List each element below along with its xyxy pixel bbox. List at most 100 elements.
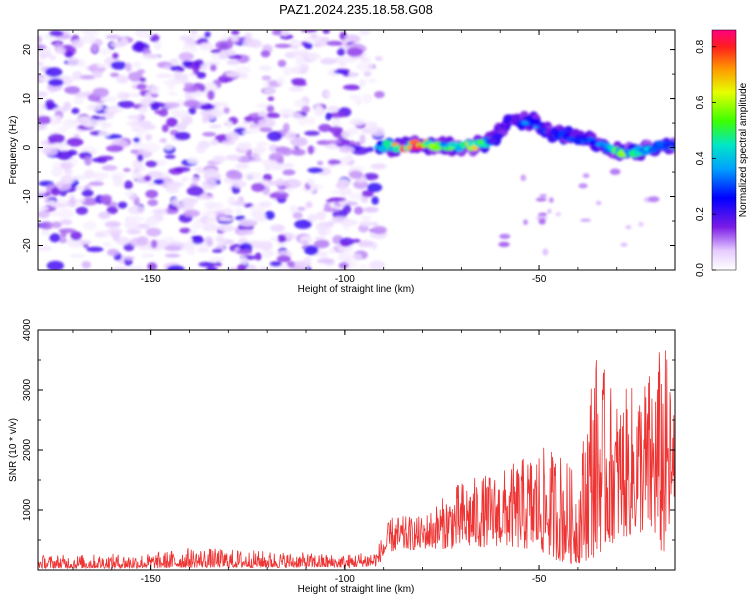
noise-blob <box>297 116 309 126</box>
noise-blob <box>50 115 58 123</box>
noise-blob <box>131 172 145 180</box>
colorbar-label: Normalized spectral amplitude <box>738 82 749 217</box>
noise-blob <box>130 92 141 98</box>
noise-blob <box>349 118 366 126</box>
scatter-blob <box>609 168 621 175</box>
noise-blob <box>363 71 372 77</box>
noise-blob <box>338 262 349 269</box>
noise-blob <box>124 62 132 72</box>
noise-blob <box>77 59 86 68</box>
noise-blob <box>356 61 374 72</box>
noise-blob <box>283 178 302 189</box>
noise-blob <box>132 159 144 169</box>
noise-blob <box>183 209 200 218</box>
spectrogram-plot: -150 -100 -50 20 10 0 -10 -20 <box>22 29 676 285</box>
noise-blob <box>271 30 280 36</box>
noise-blob <box>328 248 336 254</box>
noise-blob <box>86 104 103 111</box>
noise-blob <box>126 216 145 222</box>
noise-blob <box>281 30 290 36</box>
noise-blob <box>268 251 275 256</box>
signal-core <box>533 122 545 127</box>
noise-blob <box>153 208 168 215</box>
noise-blob <box>267 131 283 142</box>
noise-blob <box>370 163 387 170</box>
y-tick-label: 1000 <box>22 498 33 521</box>
noise-blob <box>131 122 141 132</box>
noise-blob <box>295 56 306 66</box>
noise-blob <box>301 30 318 33</box>
noise-blob <box>339 180 347 190</box>
noise-blob <box>198 261 217 267</box>
noise-blob <box>286 261 296 268</box>
noise-blob <box>75 206 88 215</box>
noise-blob <box>304 245 319 256</box>
noise-blob <box>98 48 112 55</box>
noise-blob <box>38 245 52 251</box>
scatter-blob <box>499 233 511 239</box>
noise-blob <box>150 239 158 249</box>
noise-blob <box>348 170 364 179</box>
noise-blob <box>104 220 122 228</box>
noise-blob <box>210 139 219 146</box>
noise-blob <box>317 258 335 264</box>
noise-blob <box>359 220 374 227</box>
noise-blob <box>186 186 204 196</box>
noise-blob <box>244 116 254 123</box>
noise-blob <box>290 205 297 214</box>
noise-blob <box>353 253 363 261</box>
noise-blob <box>190 46 198 54</box>
noise-blob <box>47 133 65 144</box>
scatter-blob <box>498 241 510 248</box>
noise-blob <box>324 203 331 211</box>
noise-blob <box>276 255 291 263</box>
noise-blob <box>307 145 315 155</box>
noise-blob <box>225 71 244 78</box>
noise-blob <box>258 240 273 251</box>
noise-blob <box>101 165 118 171</box>
noise-blob <box>48 55 57 61</box>
noise-blob <box>363 173 379 181</box>
noise-blob <box>318 251 328 258</box>
noise-blob <box>207 90 215 101</box>
noise-blob <box>341 129 354 139</box>
noise-blob <box>38 111 45 118</box>
noise-blob <box>307 167 324 174</box>
noise-blob <box>164 253 181 258</box>
noise-blob <box>130 149 139 154</box>
noise-blob <box>236 249 253 255</box>
noise-blob <box>354 98 362 106</box>
scatter-blob <box>535 197 547 202</box>
noise-blob <box>267 180 283 186</box>
noise-blob <box>304 130 320 136</box>
noise-blob <box>338 252 357 260</box>
noise-blob <box>110 42 126 48</box>
noise-blob <box>66 137 84 147</box>
noise-blob <box>294 99 307 108</box>
y-tick-label: -10 <box>22 189 33 204</box>
noise-blob <box>202 168 219 178</box>
noise-blob <box>249 157 262 162</box>
noise-blob <box>353 141 362 147</box>
noise-blob <box>367 78 377 83</box>
x-tick-label: -100 <box>335 274 355 285</box>
noise-blob <box>117 91 130 101</box>
noise-blob <box>227 196 236 207</box>
noise-blob <box>186 246 196 255</box>
noise-blob <box>187 34 202 39</box>
noise-blob <box>181 242 196 248</box>
noise-blob <box>304 42 313 50</box>
noise-blob <box>238 229 255 236</box>
noise-blob <box>149 34 160 43</box>
noise-blob <box>82 243 89 248</box>
noise-blob <box>203 82 217 90</box>
noise-blob <box>215 40 233 51</box>
noise-blob <box>342 84 361 91</box>
noise-blob <box>110 61 127 70</box>
noise-blob <box>210 53 228 61</box>
noise-blob <box>363 206 379 213</box>
noise-blob <box>123 256 136 260</box>
noise-blob <box>372 225 387 235</box>
noise-blob <box>359 78 366 87</box>
noise-blob <box>100 95 117 103</box>
